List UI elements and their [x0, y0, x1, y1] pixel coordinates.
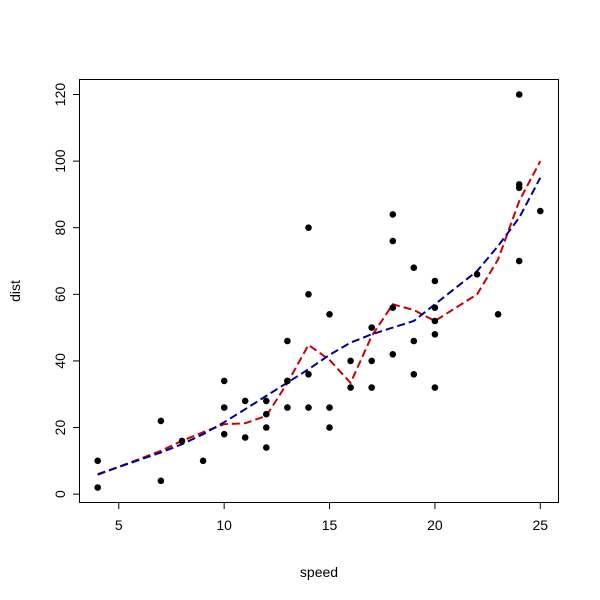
data-point: [94, 484, 101, 491]
data-point: [94, 457, 101, 465]
y-tick-label: 80: [52, 220, 68, 236]
data-point: [431, 304, 439, 312]
x-tick-label: 15: [322, 517, 338, 533]
data-point: [389, 351, 397, 358]
x-tick-label: 20: [427, 517, 443, 533]
data-point: [305, 224, 312, 231]
data-point: [326, 311, 333, 318]
data-point: [431, 331, 439, 338]
data-point: [241, 434, 249, 441]
data-point: [537, 207, 544, 215]
data-point: [199, 457, 207, 465]
data-point: [515, 91, 523, 98]
y-tick-label: 100: [52, 149, 68, 173]
data-point: [389, 237, 397, 245]
plot-box: [79, 79, 559, 503]
data-point: [389, 211, 397, 218]
data-point: [515, 257, 523, 265]
data-point: [431, 384, 439, 391]
x-tick-label: 25: [533, 517, 549, 533]
data-point: [368, 357, 376, 365]
data-point: [263, 424, 270, 431]
data-point: [347, 384, 354, 391]
data-point: [305, 291, 312, 298]
data-point: [220, 430, 228, 438]
data-point: [326, 424, 333, 431]
data-point: [157, 477, 165, 485]
data-point: [431, 277, 439, 285]
data-point: [263, 444, 270, 451]
data-point: [368, 324, 376, 331]
data-point: [241, 397, 249, 405]
y-tick-label: 40: [52, 353, 68, 369]
data-point: [431, 317, 439, 325]
y-tick-label: 0: [52, 490, 68, 498]
series-line-2: [97, 177, 542, 476]
data-point: [473, 271, 481, 278]
data-point: [284, 377, 291, 385]
x-tick-label: 10: [216, 517, 232, 533]
data-point: [347, 357, 354, 365]
data-points: [94, 91, 544, 491]
series-lines: [97, 160, 542, 476]
data-point: [220, 404, 228, 411]
data-point: [494, 311, 502, 318]
data-point: [410, 371, 418, 378]
data-point: [263, 397, 270, 405]
data-point: [305, 404, 312, 411]
data-point: [284, 404, 291, 411]
data-point: [157, 417, 165, 425]
x-tick-label: 5: [115, 517, 123, 533]
data-point: [515, 181, 523, 188]
data-point: [305, 371, 312, 378]
y-axis: 0 20 40 60 80 100 120: [52, 83, 80, 498]
data-point: [220, 377, 228, 385]
y-axis-label: dist: [7, 280, 23, 302]
y-tick-label: 120: [52, 83, 68, 107]
data-point: [410, 264, 418, 272]
x-axis: 5 10 15 20 25: [115, 502, 548, 533]
data-point: [284, 337, 291, 345]
y-tick-label: 60: [52, 286, 68, 302]
data-point: [263, 410, 270, 418]
x-axis-label: speed: [300, 564, 338, 580]
data-point: [410, 337, 418, 345]
y-tick-label: 20: [52, 420, 68, 436]
data-point: [368, 384, 376, 391]
data-point: [178, 437, 186, 445]
data-point: [326, 404, 333, 411]
series-line-1: [97, 160, 542, 476]
data-point: [389, 304, 397, 312]
